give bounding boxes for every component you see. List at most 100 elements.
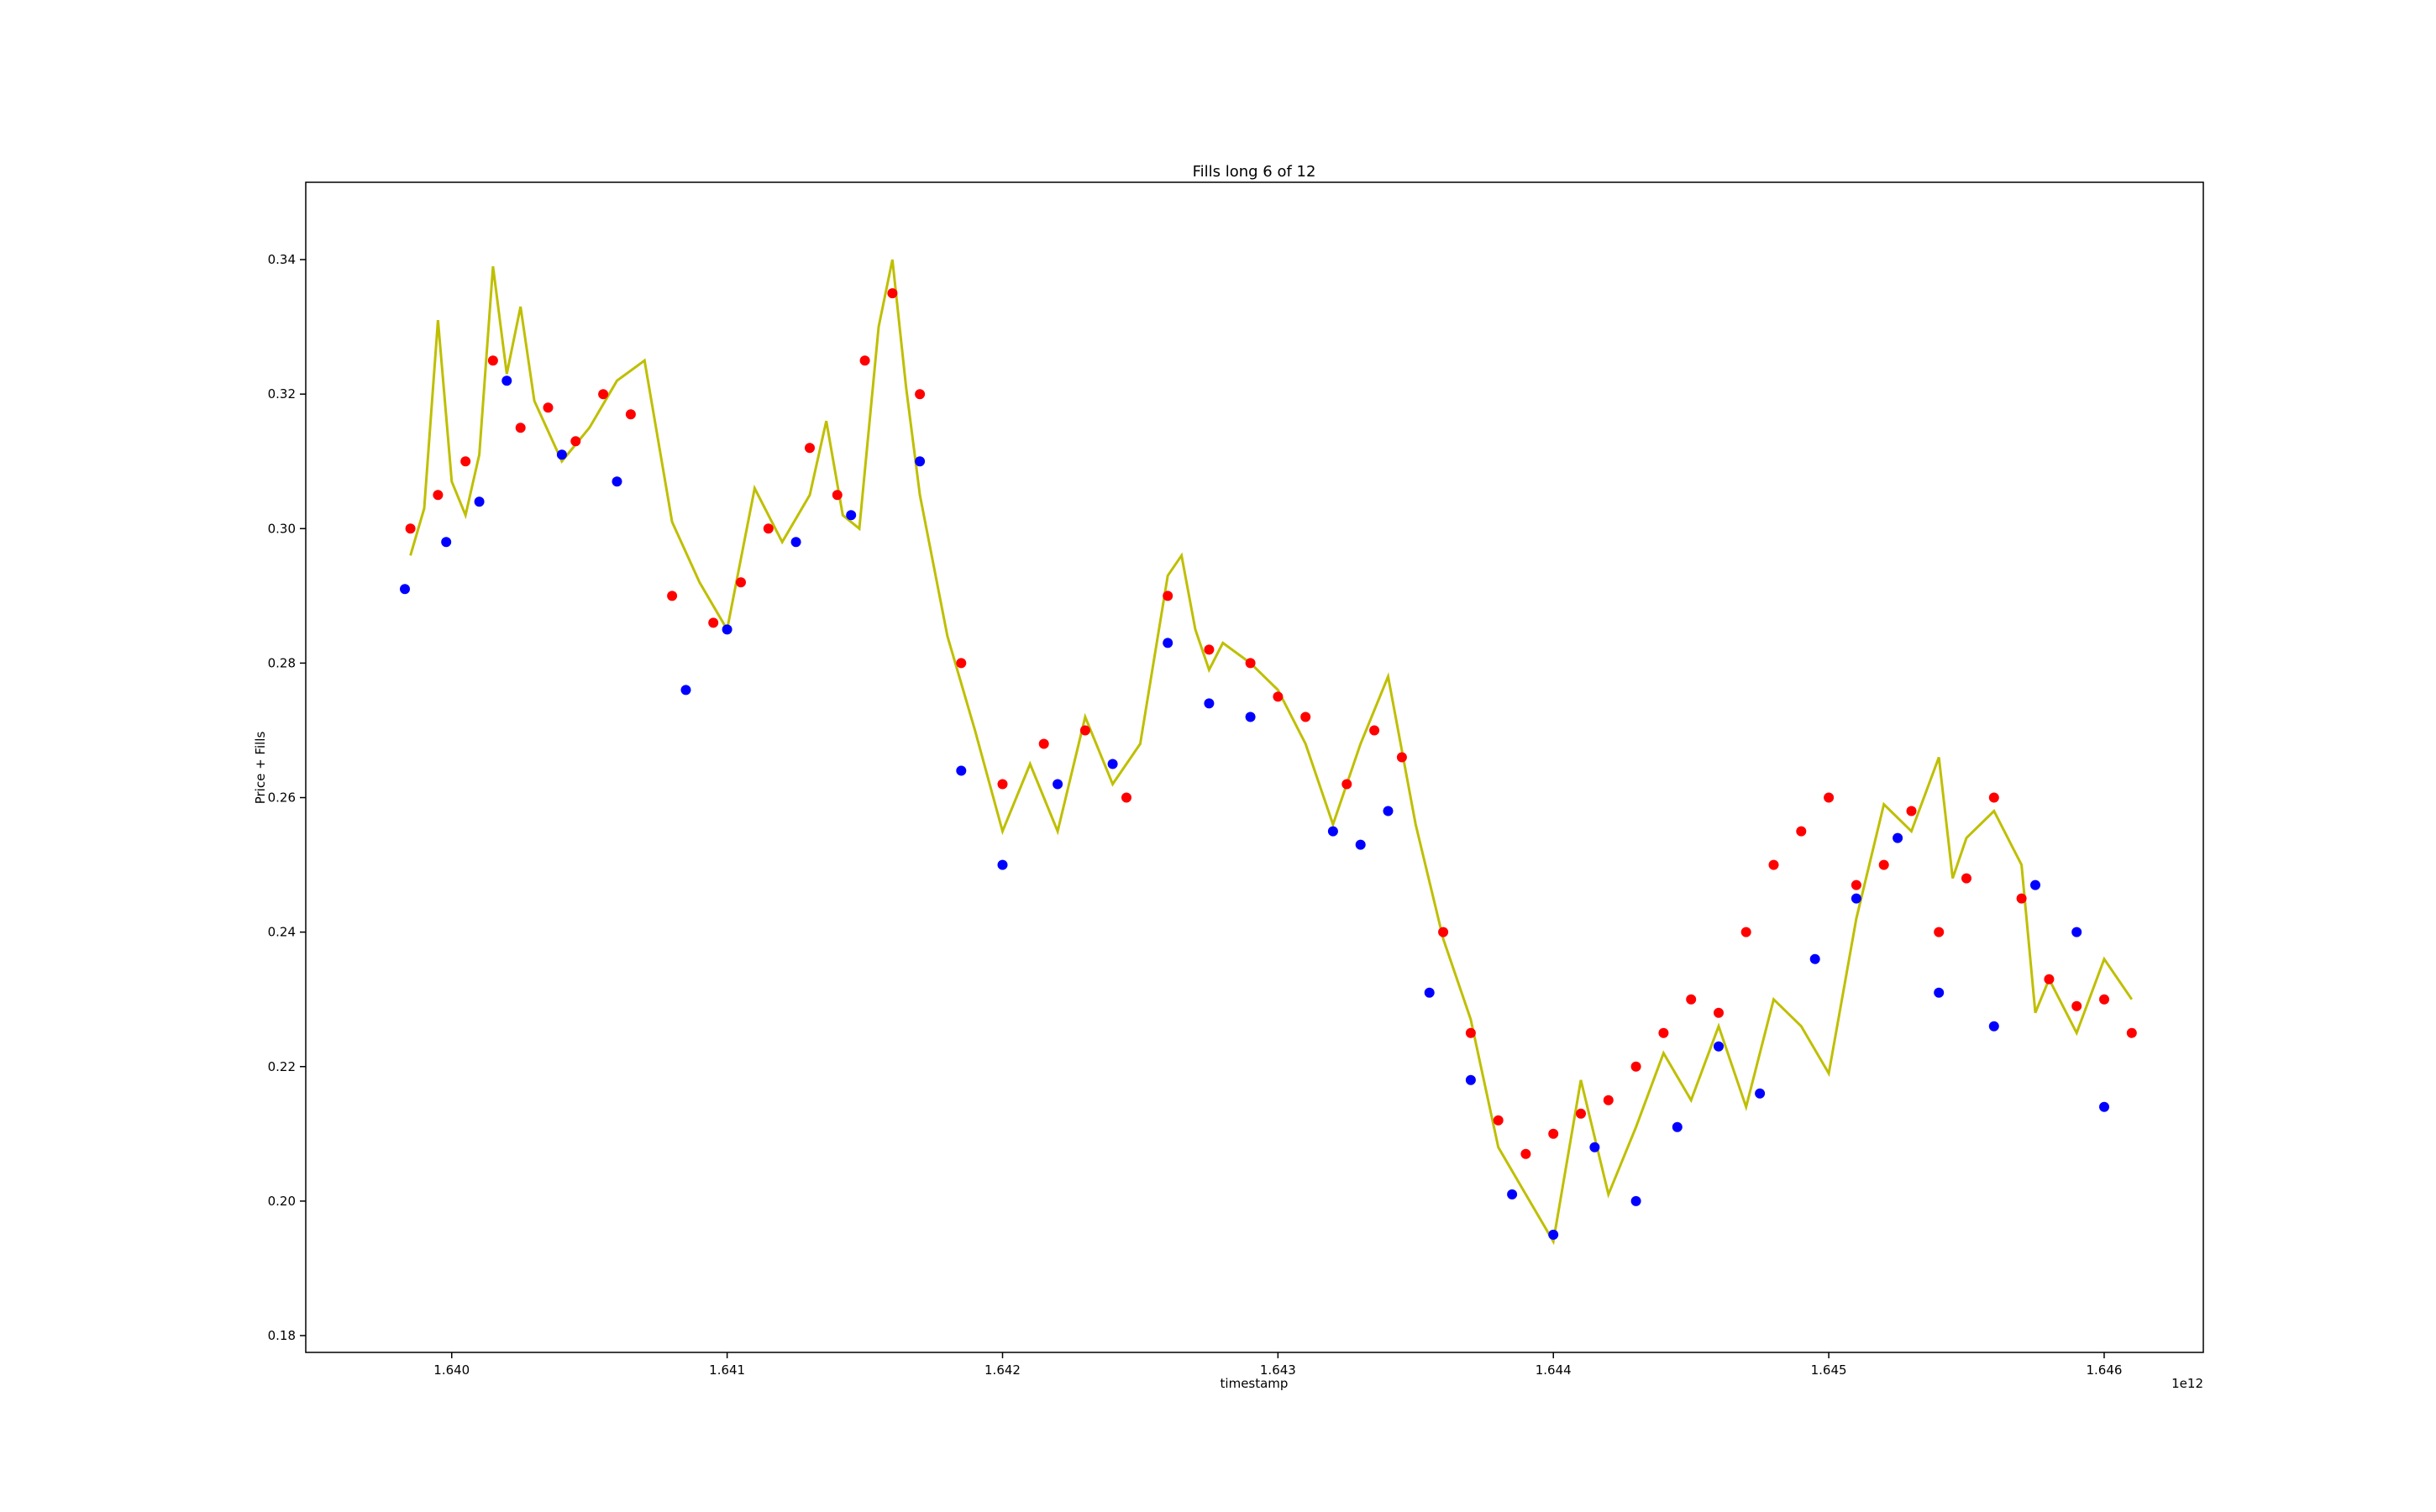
x-tick-label: 1.644 (1536, 1362, 1572, 1378)
entry-fill-point (1714, 1007, 1724, 1018)
entry-fill-point (1300, 711, 1311, 722)
y-tick-label: 0.24 (268, 925, 296, 940)
x-axis-label: timestamp (1221, 1376, 1289, 1391)
entry-fill-point (1878, 859, 1889, 870)
entry-fill-point (736, 577, 746, 588)
close-fill-point (1893, 832, 1903, 843)
y-tick-label: 0.32 (268, 386, 296, 402)
entry-fill-point (460, 456, 471, 467)
close-fill-point (1934, 987, 1945, 998)
close-fill-point (1714, 1041, 1724, 1052)
price-line-layer (409, 259, 2134, 1246)
entry-fill-point (1273, 691, 1284, 702)
entry-fill-point (1576, 1108, 1586, 1119)
close-fill-point (400, 584, 410, 595)
entry-fill-point (859, 355, 870, 366)
close-fill-point (1383, 806, 1394, 816)
close-fill-point (915, 456, 926, 467)
close-fill-point (441, 537, 452, 548)
entry-fill-point (832, 490, 843, 501)
entry-fill-point (1079, 725, 1090, 736)
y-tick-label: 0.20 (268, 1194, 296, 1209)
x-axis: 1.640 1.641 1.642 1.643 1.644 1.645 1.646 (433, 1352, 2122, 1378)
y-tick-label: 0.28 (268, 655, 296, 670)
entry-fill-point (433, 490, 444, 501)
close-fill-point (790, 537, 801, 548)
close-fill-point (1507, 1189, 1518, 1200)
y-axis: 0.18 0.20 0.22 0.24 0.26 0.28 0.30 0.32 0.34 (268, 252, 306, 1343)
entry-fill-point (1548, 1128, 1559, 1139)
entry-fill-point (1658, 1027, 1669, 1038)
entry-fill-point (570, 436, 581, 447)
close-fill-point (1548, 1229, 1559, 1240)
x-tick-label: 1.641 (709, 1362, 745, 1378)
close-fill-point (2030, 879, 2040, 890)
close-fill-point (1424, 987, 1435, 998)
y-tick-label: 0.18 (268, 1328, 296, 1343)
entry-fill-point (405, 523, 416, 534)
entry-fill-point (1824, 792, 1835, 803)
fill-markers-layer (400, 288, 2137, 1240)
close-fill-point (956, 765, 967, 776)
entry-fill-point (1686, 994, 1697, 1005)
close-fill-point (1988, 1021, 1999, 1032)
entry-fill-point (1438, 927, 1449, 937)
x-tick-label: 1.640 (433, 1362, 470, 1378)
entry-fill-point (1245, 658, 1256, 669)
close-fill-point (680, 685, 691, 696)
entry-fill-point (1520, 1148, 1531, 1159)
close-fill-point (1755, 1088, 1766, 1099)
close-fill-point (1809, 953, 1820, 964)
entry-fill-point (887, 288, 898, 299)
entry-fill-point (1740, 927, 1751, 937)
entry-fill-point (2071, 1000, 2082, 1011)
x-tick-label: 1.646 (2086, 1362, 2122, 1378)
entry-fill-point (1341, 779, 1352, 790)
y-axis-label: Price + Fills (253, 732, 268, 805)
close-fill-point (1465, 1074, 1476, 1085)
entry-fill-point (487, 355, 498, 366)
axes-frame (305, 181, 2204, 1353)
x-tick-label: 1.643 (1260, 1362, 1296, 1378)
entry-fill-point (667, 591, 678, 601)
entry-fill-point (1493, 1115, 1504, 1126)
close-fill-point (1107, 759, 1118, 769)
y-tick-label: 0.26 (268, 790, 296, 806)
entry-fill-point (2099, 994, 2109, 1005)
entry-fill-point (1768, 859, 1779, 870)
entry-fill-point (997, 779, 1008, 790)
entry-fill-point (2044, 974, 2055, 984)
entry-fill-point (805, 443, 815, 454)
entry-fill-point (1988, 792, 1999, 803)
close-fill-point (1053, 779, 1063, 790)
close-fill-point (1245, 711, 1256, 722)
close-fill-point (1630, 1195, 1641, 1206)
close-fill-point (1355, 839, 1366, 850)
entry-fill-point (1163, 591, 1173, 601)
entry-fill-point (515, 423, 526, 433)
entry-fill-point (1396, 752, 1407, 763)
entry-fill-point (1961, 873, 1971, 884)
close-fill-point (1204, 698, 1215, 709)
close-fill-point (846, 510, 857, 521)
close-fill-point (722, 624, 732, 635)
entry-fill-point (1906, 806, 1917, 816)
entry-fill-point (1204, 644, 1215, 655)
entry-fill-point (1603, 1095, 1614, 1105)
entry-fill-point (1465, 1027, 1476, 1038)
x-axis-offset-label: 1e12 (2171, 1376, 2203, 1391)
entry-fill-point (956, 658, 967, 669)
entry-fill-point (1630, 1061, 1641, 1072)
entry-fill-point (1796, 826, 1807, 837)
x-tick-label: 1.645 (1811, 1362, 1847, 1378)
close-fill-point (1851, 893, 1861, 904)
entry-fill-point (763, 523, 774, 534)
entry-fill-point (1369, 725, 1380, 736)
close-fill-point (474, 496, 485, 507)
close-fill-point (2099, 1101, 2109, 1112)
close-fill-point (1327, 826, 1338, 837)
entry-fill-point (915, 389, 926, 400)
plot-area (305, 181, 2204, 1353)
close-fill-point (501, 375, 512, 386)
